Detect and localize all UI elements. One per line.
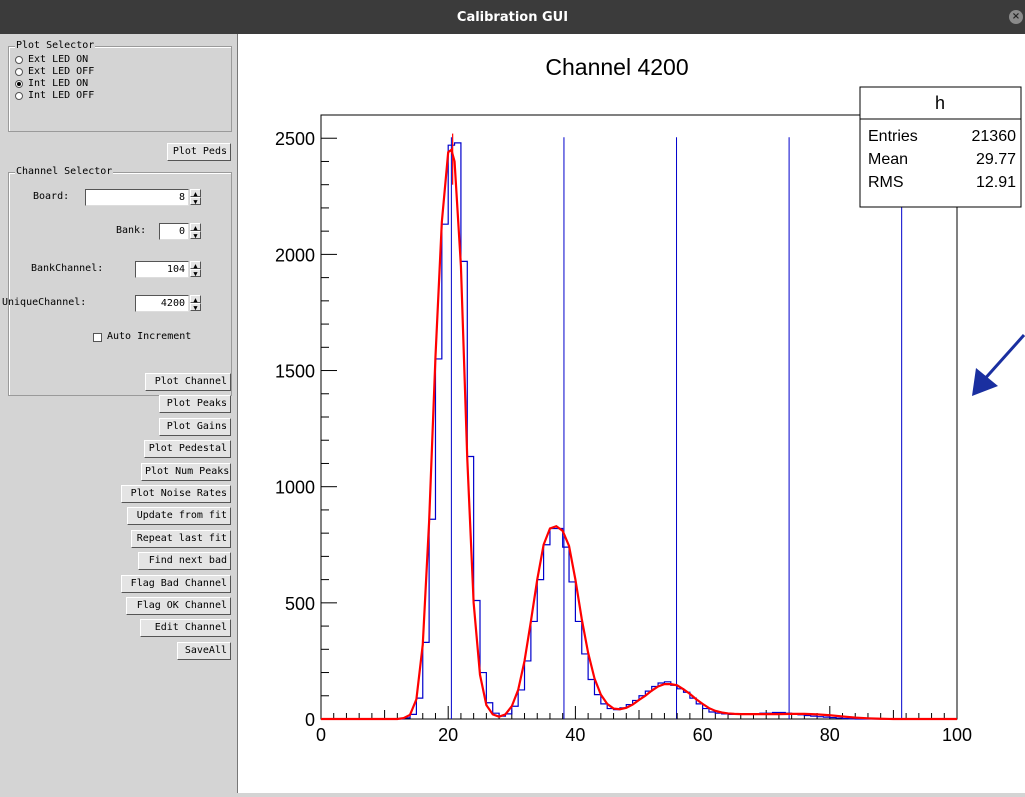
- action-button-edit-channel[interactable]: Edit Channel: [140, 619, 231, 638]
- channel-selector-group: Channel Selector Board: 8 ▲ ▼ Bank: 0 ▲ ▼ …: [2, 166, 232, 396]
- radio-button-icon[interactable]: [15, 67, 23, 76]
- stats-box-frame: [859, 86, 1022, 208]
- spin-down-icon[interactable]: ▼: [190, 231, 201, 240]
- y-tick-label: 500: [285, 594, 315, 614]
- y-tick-label: 1000: [275, 478, 315, 498]
- chart-title: Channel 4200: [545, 54, 688, 80]
- x-tick-label: 80: [820, 725, 840, 745]
- plot-selector-option[interactable]: Int LED ON: [15, 78, 88, 89]
- action-button-plot-pedestal[interactable]: Plot Pedestal: [144, 440, 231, 459]
- plot-selector-label: Plot Selector: [15, 40, 96, 51]
- y-tick-label: 1500: [275, 362, 315, 382]
- action-button-find-next-bad[interactable]: Find next bad: [138, 552, 231, 571]
- action-button-update-from-fit[interactable]: Update from fit: [127, 507, 231, 526]
- spin-down-icon[interactable]: ▼: [190, 197, 201, 206]
- plot-selector-option[interactable]: Int LED OFF: [15, 90, 94, 101]
- board-label: Board:: [33, 191, 70, 202]
- plot-selector-option-label: Int LED OFF: [28, 90, 95, 101]
- stats-box: h Entries 21360 Mean 29.77 RMS 12.91: [859, 86, 1022, 208]
- action-button-plot-gains[interactable]: Plot Gains: [159, 417, 231, 436]
- action-button-plot-peaks[interactable]: Plot Peaks: [159, 395, 231, 414]
- x-tick-label: 20: [438, 725, 458, 745]
- uniquechannel-label: UniqueChannel:: [2, 297, 87, 308]
- radio-button-icon[interactable]: [15, 55, 23, 64]
- bank-input[interactable]: 0: [159, 223, 189, 240]
- spin-down-icon[interactable]: ▼: [190, 303, 201, 312]
- x-tick-label: 0: [316, 725, 326, 745]
- action-button-plot-num-peaks[interactable]: Plot Num Peaks: [141, 462, 231, 481]
- spin-up-icon[interactable]: ▲: [190, 261, 201, 270]
- action-button-plot-noise-rates[interactable]: Plot Noise Rates: [121, 485, 231, 503]
- spin-up-icon[interactable]: ▲: [190, 223, 201, 232]
- window-titlebar: Calibration GUI ×: [0, 0, 1025, 34]
- control-panel: Plot Selector Ext LED ON Ext LED OFF Int L…: [0, 34, 237, 793]
- plot-selector-option[interactable]: Ext LED ON: [15, 54, 88, 65]
- stats-value: 21360: [972, 128, 1017, 145]
- action-button-flag-ok-channel[interactable]: Flag OK Channel: [126, 597, 231, 615]
- x-tick-label: 40: [565, 725, 585, 745]
- spin-up-icon[interactable]: ▲: [190, 189, 201, 198]
- window-title: Calibration GUI: [456, 9, 569, 25]
- spin-up-icon[interactable]: ▲: [190, 295, 201, 304]
- annotation-arrow-icon: [972, 334, 1025, 396]
- plot-selector-group: Plot Selector Ext LED ON Ext LED OFF Int L…: [8, 40, 232, 132]
- y-tick-label: 2500: [275, 129, 315, 149]
- bankchannel-spinner[interactable]: ▲ ▼: [190, 261, 201, 278]
- board-input[interactable]: 8: [85, 189, 189, 206]
- plot-selector-option-label: Int LED ON: [28, 78, 89, 89]
- x-tick-label: 60: [693, 725, 713, 745]
- stats-label: Entries: [868, 128, 918, 145]
- stats-label: RMS: [868, 174, 904, 191]
- plot-selector-option-label: Ext LED ON: [28, 54, 89, 65]
- histogram-chart: Channel 4200 0 20 40 60 80 100050010001500200…: [275, 54, 1022, 745]
- bankchannel-input[interactable]: 104: [135, 261, 189, 278]
- action-button-saveall[interactable]: SaveAll: [177, 641, 231, 660]
- auto-increment-checkbox[interactable]: [93, 333, 102, 342]
- spin-down-icon[interactable]: ▼: [190, 269, 201, 278]
- bank-label: Bank:: [116, 225, 147, 236]
- action-button-repeat-last-fit[interactable]: Repeat last fit: [131, 529, 231, 548]
- y-tick-label: 2000: [275, 245, 315, 265]
- action-button-plot-channel[interactable]: Plot Channel: [145, 373, 231, 391]
- channel-selector-label: Channel Selector: [15, 166, 114, 177]
- uniquechannel-spinner[interactable]: ▲ ▼: [190, 295, 201, 312]
- y-tick-label: 0: [305, 710, 315, 730]
- plot-canvas[interactable]: Channel 4200 0 20 40 60 80 100 0 500 1000 1500 200…: [237, 34, 1025, 793]
- plot-peds-button[interactable]: Plot Peds: [167, 143, 231, 161]
- auto-increment-label: Auto Increment: [107, 331, 192, 342]
- bank-spinner[interactable]: ▲ ▼: [190, 223, 201, 240]
- x-tick-label: 100: [942, 725, 972, 745]
- radio-button-icon[interactable]: [15, 91, 23, 100]
- stats-label: Mean: [868, 151, 908, 168]
- close-icon[interactable]: ×: [1009, 10, 1023, 24]
- plot-selector-option[interactable]: Ext LED OFF: [15, 66, 94, 77]
- plot-selector-option-label: Ext LED OFF: [28, 66, 95, 77]
- board-spinner[interactable]: ▲ ▼: [190, 189, 201, 206]
- stats-value: 29.77: [976, 151, 1016, 168]
- uniquechannel-input[interactable]: 4200: [135, 295, 189, 312]
- bankchannel-label: BankChannel:: [31, 263, 104, 274]
- stats-box-title: h: [935, 93, 945, 113]
- histogram-series: [321, 142, 957, 720]
- fit-curve: [321, 148, 957, 721]
- radio-button-icon[interactable]: [15, 79, 23, 88]
- stats-value: 12.91: [976, 174, 1016, 191]
- action-button-flag-bad-channel[interactable]: Flag Bad Channel: [121, 574, 231, 593]
